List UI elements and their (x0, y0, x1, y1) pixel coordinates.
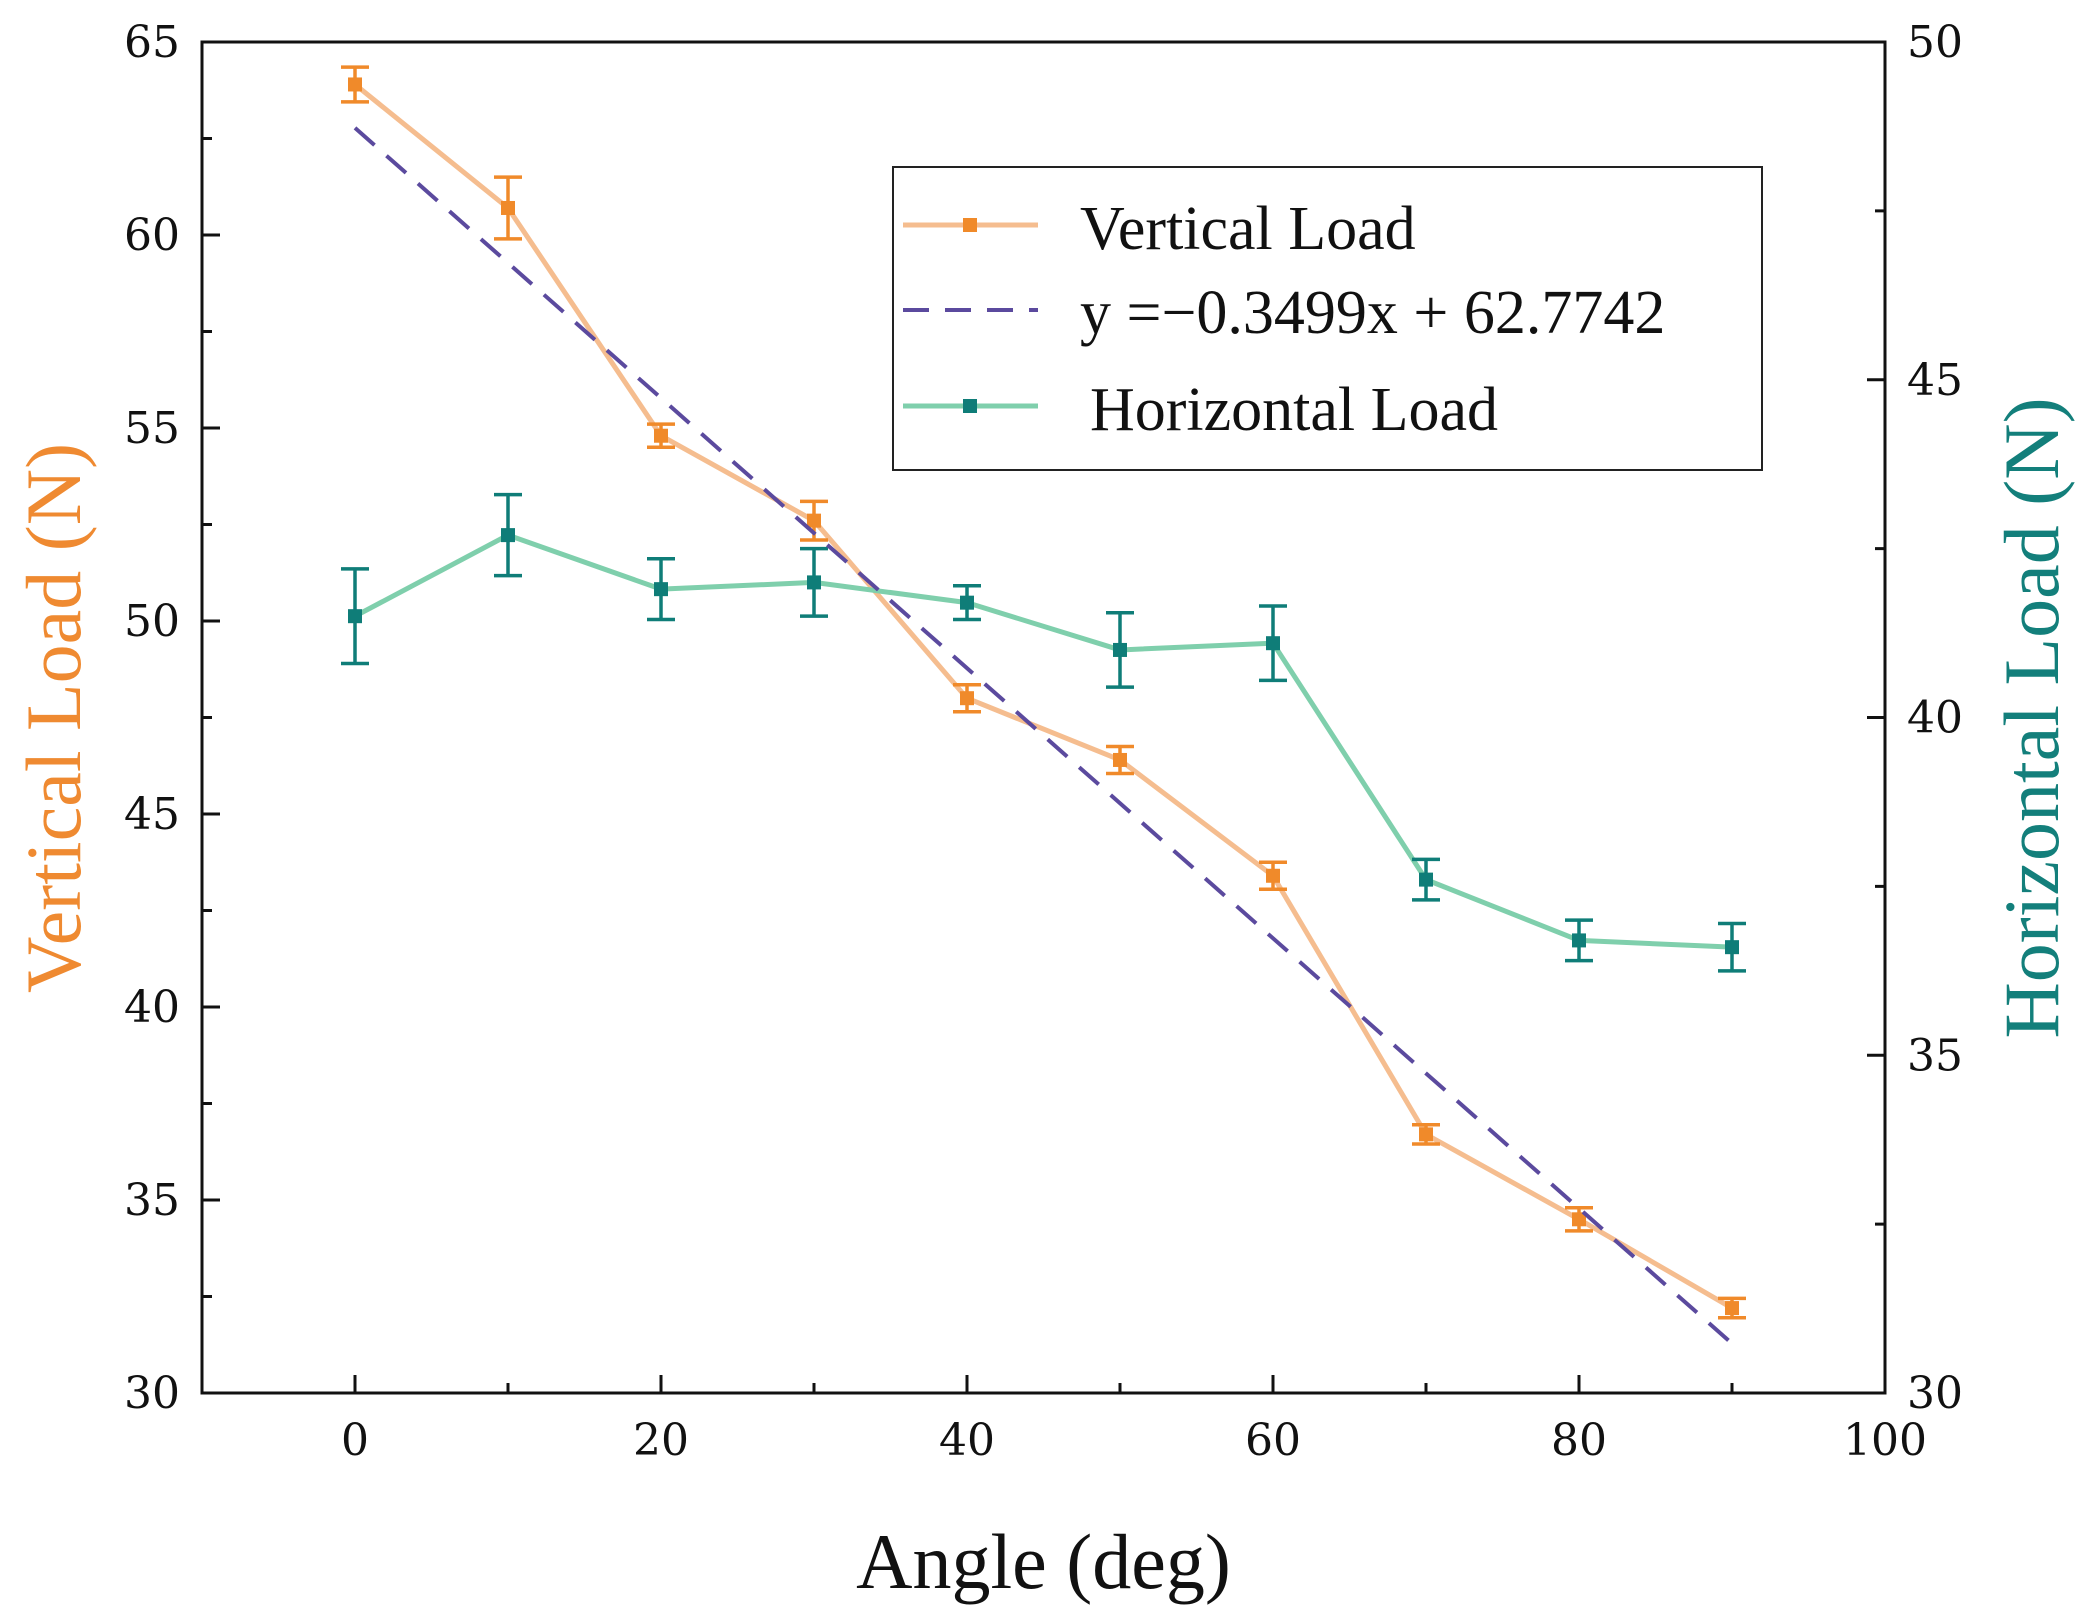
vertical-load-point (501, 200, 515, 215)
vertical-load-point (1572, 1212, 1586, 1227)
x-tick-label: 0 (341, 1415, 369, 1466)
legend-horizontal-marker (963, 399, 977, 413)
y-left-tick-label: 65 (124, 17, 180, 68)
horizontal-load-point (1725, 940, 1739, 955)
y-left-tick-label: 50 (124, 596, 180, 647)
y-left-tick-label: 30 (124, 1368, 180, 1419)
vertical-load-point (1419, 1127, 1433, 1142)
horizontal-load-point (348, 609, 362, 624)
horizontal-load-point (654, 582, 668, 597)
fit-line (353, 126, 1734, 1345)
horizontal-load-point (960, 595, 974, 610)
vertical-load-point (807, 513, 821, 528)
vertical-load-point (960, 691, 974, 706)
vertical-load-point (1725, 1301, 1739, 1316)
vertical-load-point (1113, 752, 1127, 767)
legend-horizontal-label: Horizontal Load (1090, 376, 1498, 444)
axes-layer: 0 20 40 60 80 10030354045505560653035404550An… (10, 17, 2075, 1605)
horizontal-load-point (1266, 636, 1280, 651)
y-right-tick-label: 30 (1907, 1368, 1963, 1419)
legend-fit-label: y =−0.3499x + 62.7742 (1080, 279, 1665, 347)
horizontal-load-point (1572, 933, 1586, 948)
y-left-tick-label: 35 (124, 1175, 180, 1226)
y-left-tick-label: 55 (124, 403, 180, 454)
legend-vertical-marker (963, 218, 977, 232)
series-layer (341, 65, 1746, 1345)
vertical-load-line (353, 82, 1734, 1311)
x-tick-label: 100 (1843, 1415, 1927, 1466)
x-tick-label: 40 (939, 1415, 995, 1466)
legend-vertical-label: Vertical Load (1080, 195, 1416, 263)
y-right-tick-label: 50 (1907, 17, 1963, 68)
y-left-tick-label: 60 (124, 210, 180, 261)
legend-box (892, 166, 1763, 471)
vertical-load-point (1266, 868, 1280, 883)
x-axis-title: Angle (deg) (856, 1518, 1231, 1605)
x-tick-label: 20 (633, 1415, 689, 1466)
y-right-tick-label: 35 (1907, 1030, 1963, 1081)
horizontal-load-point (807, 575, 821, 590)
x-tick-label: 80 (1551, 1415, 1607, 1466)
y-right-axis-title: Horizontal Load (N) (1988, 397, 2075, 1038)
vertical-load-point (348, 77, 362, 92)
horizontal-load-point (501, 528, 515, 543)
legend: Vertical Load y =−0.3499x + 62.7742 Hori… (892, 166, 1763, 471)
x-tick-label: 60 (1245, 1415, 1301, 1466)
y-left-tick-label: 45 (124, 789, 180, 840)
horizontal-load-point (1113, 642, 1127, 657)
vertical-load-point (654, 428, 668, 443)
horizontal-load-line (353, 532, 1733, 950)
y-right-tick-label: 45 (1907, 355, 1963, 406)
horizontal-load-point (1419, 872, 1433, 887)
y-left-axis-title: Vertical Load (N) (10, 443, 97, 993)
y-right-tick-label: 40 (1907, 693, 1963, 744)
y-left-tick-label: 40 (124, 982, 180, 1033)
